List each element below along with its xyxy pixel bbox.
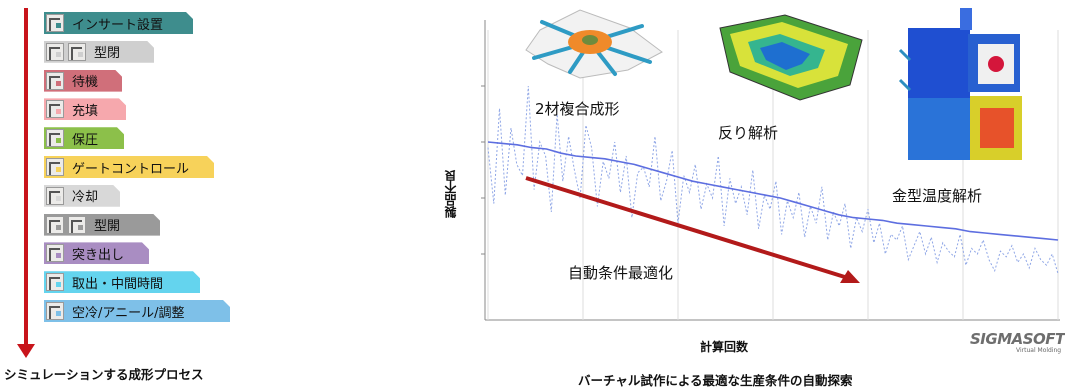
process-step-tag: 取出・中間時間 — [44, 271, 200, 293]
arrow-down-icon — [17, 344, 35, 358]
logo-subtitle: Virtual Molding — [1016, 347, 1062, 354]
wait-icon — [46, 72, 64, 90]
process-caption: シミュレーションする成形プロセス — [4, 367, 204, 382]
process-step-tag: 冷却 — [44, 185, 120, 207]
pressure-icon — [46, 129, 64, 147]
process-arrow — [24, 8, 28, 346]
anneal-icon — [46, 302, 64, 320]
y-axis-label: 製品不良 — [444, 170, 458, 218]
process-step: 待機 — [44, 70, 122, 92]
process-step-label: 待機 — [72, 75, 99, 91]
mold-icon — [46, 43, 64, 61]
process-step-tag: 型閉 — [44, 41, 154, 63]
process-step: 型開 — [44, 214, 160, 236]
mold-temperature-label: 金型温度解析 — [892, 187, 983, 205]
fill-icon — [46, 100, 64, 118]
process-panel: インサート設置型閉待機充填保圧ゲートコントロール 冷却型開突き出し取出・中間時間空… — [0, 0, 260, 390]
optimization-trend-arrow — [525, 176, 849, 280]
process-step-label: 突き出し — [72, 247, 125, 263]
mold-temperature-image — [898, 8, 1022, 160]
process-step: 冷却 — [44, 185, 120, 207]
process-step-label: 充填 — [72, 103, 99, 119]
mold-icon — [68, 216, 86, 234]
process-step-tag: 保圧 — [44, 127, 124, 149]
x-axis-label: 計算回数 — [700, 340, 749, 354]
trial-series-line — [487, 85, 1059, 274]
process-step: 充填 — [44, 98, 126, 120]
process-step-tag: 突き出し — [44, 242, 149, 264]
trend-series-line — [487, 141, 1059, 241]
optimization-figure: 2材複合成形 反り解析 金型温度解析 自動条件最適化 製品不良 計算回数 SIG… — [430, 0, 1065, 390]
process-step: 保圧 — [44, 127, 124, 149]
process-step-tag: ゲートコントロール — [44, 156, 214, 178]
process-step-label: 型開 — [94, 219, 121, 235]
ticks — [481, 85, 485, 255]
process-step-tag: 型開 — [44, 214, 160, 236]
sigmasoft-logo: SIGMASOFT — [970, 330, 1065, 348]
process-step-label: ゲートコントロール — [72, 161, 190, 177]
warpage-part-image — [719, 14, 863, 101]
process-step-tag: 空冷/アニール/調整 — [44, 300, 230, 322]
process-step: 突き出し — [44, 242, 149, 264]
mold-icon — [68, 43, 86, 61]
process-step: ゲートコントロール — [44, 156, 214, 178]
series-lines — [487, 85, 1059, 274]
process-step: 空冷/アニール/調整 — [44, 300, 230, 322]
process-step-label: 冷却 — [72, 190, 99, 206]
mold-icon — [46, 216, 64, 234]
process-step-tag: 待機 — [44, 70, 122, 92]
cooling-icon — [46, 187, 64, 205]
two-material-part-image — [525, 9, 663, 79]
process-step-label: 取出・中間時間 — [72, 276, 164, 292]
figure-caption: バーチャル試作による最適な生産条件の自動探索 — [578, 373, 853, 388]
warpage-label: 反り解析 — [718, 124, 779, 142]
eject-icon — [46, 244, 64, 262]
insert-icon — [46, 14, 64, 32]
process-step-label: インサート設置 — [72, 17, 164, 33]
auto-optimization-label: 自動条件最適化 — [568, 264, 674, 282]
process-step: 型閉 — [44, 41, 154, 63]
process-step-tag: インサート設置 — [44, 12, 193, 34]
process-step-label: 保圧 — [72, 132, 99, 148]
takeout-icon — [46, 273, 64, 291]
two-material-label: 2材複合成形 — [535, 100, 620, 118]
process-step-label: 空冷/アニール/調整 — [72, 305, 185, 321]
process-step: 取出・中間時間 — [44, 271, 200, 293]
gate-icon — [46, 158, 64, 176]
process-step: インサート設置 — [44, 12, 193, 34]
trend-arrowhead-icon — [840, 270, 860, 283]
convergence-plot — [481, 8, 1060, 321]
process-step-tag: 充填 — [44, 98, 126, 120]
process-step-label: 型閉 — [94, 46, 121, 62]
